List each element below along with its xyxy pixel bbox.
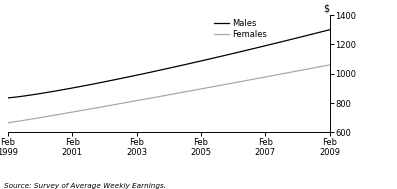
Females <box>319 65 324 68</box>
Females <box>6 122 10 124</box>
Females <box>78 110 83 112</box>
Females <box>62 112 67 115</box>
Females <box>86 108 91 110</box>
Females <box>247 79 252 81</box>
Females <box>118 102 123 105</box>
Males <box>62 88 67 91</box>
Legend: Males, Females: Males, Females <box>214 19 268 39</box>
Males <box>118 77 123 80</box>
Males <box>198 60 203 62</box>
Females <box>94 107 99 109</box>
Females <box>327 64 332 66</box>
Males <box>311 33 316 35</box>
Females <box>198 88 203 90</box>
Females <box>142 98 147 100</box>
Males <box>6 97 10 99</box>
Females <box>183 91 187 93</box>
Females <box>223 83 227 86</box>
Males <box>134 74 139 76</box>
Males <box>295 37 300 39</box>
Males <box>247 49 252 51</box>
Females <box>13 120 18 123</box>
Line: Males: Males <box>8 30 330 98</box>
Females <box>174 92 179 94</box>
Males <box>255 46 260 49</box>
Females <box>150 97 155 99</box>
Females <box>287 71 292 74</box>
Females <box>255 77 260 80</box>
Males <box>142 72 147 75</box>
Text: Source: Survey of Average Weekly Earnings.: Source: Survey of Average Weekly Earning… <box>4 183 166 189</box>
Females <box>263 76 268 78</box>
Females <box>46 115 50 117</box>
Females <box>70 111 75 113</box>
Males <box>70 87 75 89</box>
Females <box>206 86 211 89</box>
Males <box>206 58 211 60</box>
Males <box>287 39 292 41</box>
Females <box>30 118 35 120</box>
Males <box>126 76 131 78</box>
Males <box>78 85 83 88</box>
Females <box>110 104 115 106</box>
Males <box>239 50 243 53</box>
Females <box>231 82 235 84</box>
Males <box>303 35 308 37</box>
Males <box>191 62 195 64</box>
Females <box>134 100 139 102</box>
Males <box>46 91 50 93</box>
Females <box>215 85 220 87</box>
Females <box>271 74 276 77</box>
Females <box>191 89 195 91</box>
Females <box>38 116 42 119</box>
Males <box>30 94 35 96</box>
Females <box>54 114 59 116</box>
Males <box>223 54 227 57</box>
Males <box>263 45 268 47</box>
Males <box>319 31 324 33</box>
Males <box>174 65 179 68</box>
Line: Females: Females <box>8 65 330 123</box>
Males <box>327 29 332 31</box>
Females <box>158 95 163 98</box>
Males <box>38 92 42 95</box>
Females <box>239 80 243 83</box>
Females <box>22 119 27 121</box>
Males <box>166 67 171 69</box>
Females <box>295 70 300 72</box>
Males <box>271 43 276 45</box>
Text: $: $ <box>324 4 330 14</box>
Males <box>102 81 107 83</box>
Females <box>311 67 316 69</box>
Males <box>110 79 115 81</box>
Females <box>166 94 171 96</box>
Males <box>13 96 18 98</box>
Males <box>215 56 220 58</box>
Males <box>231 52 235 55</box>
Males <box>158 69 163 71</box>
Males <box>54 90 59 92</box>
Males <box>279 41 284 43</box>
Females <box>102 105 107 108</box>
Males <box>86 84 91 86</box>
Males <box>22 95 27 97</box>
Males <box>150 71 155 73</box>
Males <box>94 82 99 84</box>
Males <box>183 64 187 66</box>
Females <box>126 101 131 103</box>
Females <box>279 73 284 75</box>
Females <box>303 68 308 71</box>
